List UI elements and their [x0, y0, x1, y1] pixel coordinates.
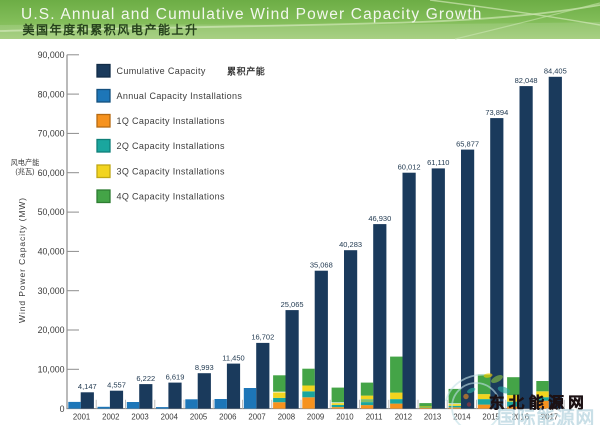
- svg-text:90,000: 90,000: [38, 50, 65, 60]
- svg-text:50,000: 50,000: [38, 207, 65, 217]
- svg-text:2016: 2016: [512, 413, 529, 422]
- svg-text:2007: 2007: [248, 413, 265, 422]
- svg-text:46,930: 46,930: [368, 214, 391, 223]
- svg-text:风电产能: 风电产能: [11, 158, 40, 167]
- svg-text:Wind Power Capacity (MW): Wind Power Capacity (MW): [17, 197, 27, 323]
- svg-text:0: 0: [60, 404, 65, 414]
- svg-text:65,877: 65,877: [456, 139, 479, 148]
- svg-text:东北能源网: 东北能源网: [489, 393, 588, 412]
- svg-text:2006: 2006: [219, 413, 236, 422]
- svg-text:2011: 2011: [366, 413, 383, 422]
- svg-text:Cumulative Capacity: Cumulative Capacity: [117, 66, 206, 76]
- svg-text:3Q Capacity Installations: 3Q Capacity Installations: [117, 167, 225, 177]
- svg-text:6,619: 6,619: [166, 372, 185, 381]
- svg-text:82,048: 82,048: [515, 76, 538, 85]
- svg-text:40,283: 40,283: [339, 240, 362, 249]
- svg-text:2013: 2013: [424, 413, 441, 422]
- svg-text:30,000: 30,000: [38, 286, 65, 296]
- svg-text:4Q Capacity Installations: 4Q Capacity Installations: [117, 192, 225, 202]
- svg-text:61,110: 61,110: [427, 158, 449, 167]
- svg-text:2009: 2009: [307, 413, 324, 422]
- svg-text:70,000: 70,000: [38, 129, 65, 139]
- svg-text:2014: 2014: [453, 413, 471, 422]
- svg-text:(兆瓦): (兆瓦): [15, 167, 34, 176]
- svg-text:10,000: 10,000: [38, 365, 65, 375]
- svg-text:40,000: 40,000: [38, 247, 65, 257]
- svg-text:美国年度和累积风电产能上升: 美国年度和累积风电产能上升: [23, 22, 199, 37]
- svg-text:80,000: 80,000: [38, 89, 65, 99]
- svg-text:2Q Capacity Installations: 2Q Capacity Installations: [117, 141, 225, 151]
- svg-text:60,012: 60,012: [398, 163, 421, 172]
- svg-text:2008: 2008: [278, 413, 295, 422]
- svg-text:20,000: 20,000: [38, 325, 65, 335]
- svg-text:4,147: 4,147: [78, 382, 97, 391]
- svg-text:累积产能: 累积产能: [227, 65, 265, 76]
- svg-text:2002: 2002: [102, 413, 119, 422]
- svg-text:11,450: 11,450: [222, 353, 244, 362]
- svg-text:1Q Capacity Installations: 1Q Capacity Installations: [117, 116, 225, 126]
- svg-text:2005: 2005: [190, 413, 208, 422]
- svg-text:16,702: 16,702: [251, 333, 274, 342]
- svg-text:2001: 2001: [73, 413, 90, 422]
- svg-text:60,000: 60,000: [38, 168, 65, 178]
- svg-text:4,557: 4,557: [107, 381, 126, 390]
- svg-text:2015: 2015: [482, 413, 500, 422]
- svg-text:84,405: 84,405: [544, 67, 567, 76]
- svg-text:U.S. Annual and Cumulative Win: U.S. Annual and Cumulative Wind Power Ca…: [21, 6, 483, 23]
- svg-text:2012: 2012: [395, 413, 412, 422]
- svg-text:Annual Capacity Installations: Annual Capacity Installations: [117, 91, 243, 101]
- svg-text:8,993: 8,993: [195, 363, 214, 372]
- svg-text:2003: 2003: [131, 413, 148, 422]
- svg-text:2010: 2010: [336, 413, 354, 422]
- svg-text:25,065: 25,065: [281, 300, 304, 309]
- svg-text:73,894: 73,894: [485, 108, 508, 117]
- svg-text:35,068: 35,068: [310, 261, 333, 270]
- svg-text:国际能源网: 国际能源网: [497, 407, 595, 426]
- svg-text:2004: 2004: [161, 413, 179, 422]
- svg-text:2017: 2017: [541, 413, 558, 422]
- svg-text:6,222: 6,222: [136, 374, 155, 383]
